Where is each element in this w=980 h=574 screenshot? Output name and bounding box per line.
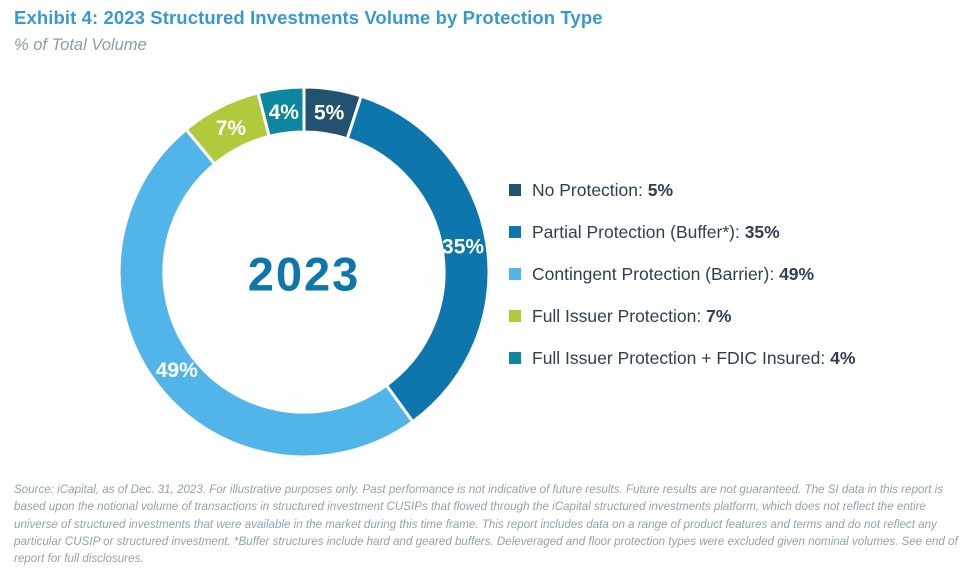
legend-label: No Protection: 5%: [532, 179, 674, 200]
donut-segment-contingent-protection-barrier: [117, 127, 415, 459]
legend-item-contingent-protection-barrier: Contingent Protection (Barrier): 49%: [509, 253, 855, 295]
slice-label-full-issuer-protection-fdic-insured: 4%: [269, 101, 300, 124]
legend-item-partial-protection-buffer: Partial Protection (Buffer*): 35%: [509, 211, 855, 253]
legend-swatch-icon: [509, 352, 521, 364]
legend-label: Full Issuer Protection + FDIC Insured: 4…: [532, 347, 856, 368]
slice-label-no-protection: 5%: [314, 101, 345, 124]
donut-segment-partial-protection-buffer: [345, 94, 491, 424]
source-footnote: Source: iCapital, as of Dec. 31, 2023. F…: [14, 483, 958, 566]
legend-item-full-issuer-protection-fdic-insured: Full Issuer Protection + FDIC Insured: 4…: [509, 337, 855, 379]
donut-center-year: 2023: [248, 248, 361, 301]
donut-chart: 5% 35% 49% 7% 4% 2023: [117, 85, 491, 459]
legend-label: Full Issuer Protection: 7%: [532, 305, 732, 326]
legend-swatch-icon: [509, 268, 521, 280]
legend-swatch-icon: [509, 184, 521, 196]
chart-legend: No Protection: 5% Partial Protection (Buf…: [509, 169, 855, 379]
exhibit-title: Exhibit 4: 2023 Structured Investments V…: [14, 7, 603, 28]
donut-segment-full-issuer-protection-fdic-insured: [256, 85, 306, 138]
legend-item-full-issuer-protection: Full Issuer Protection: 7%: [509, 295, 855, 337]
legend-item-no-protection: No Protection: 5%: [509, 169, 855, 211]
slice-label-full-issuer-protection: 7%: [216, 117, 247, 140]
legend-swatch-icon: [509, 226, 521, 238]
legend-swatch-icon: [509, 310, 521, 322]
chart-subtitle: % of Total Volume: [14, 36, 147, 54]
slice-label-contingent-protection-barrier: 49%: [156, 359, 198, 382]
slice-label-partial-protection-buffer: 35%: [442, 235, 484, 258]
legend-label: Partial Protection (Buffer*): 35%: [532, 221, 780, 242]
legend-label: Contingent Protection (Barrier): 49%: [532, 263, 815, 284]
